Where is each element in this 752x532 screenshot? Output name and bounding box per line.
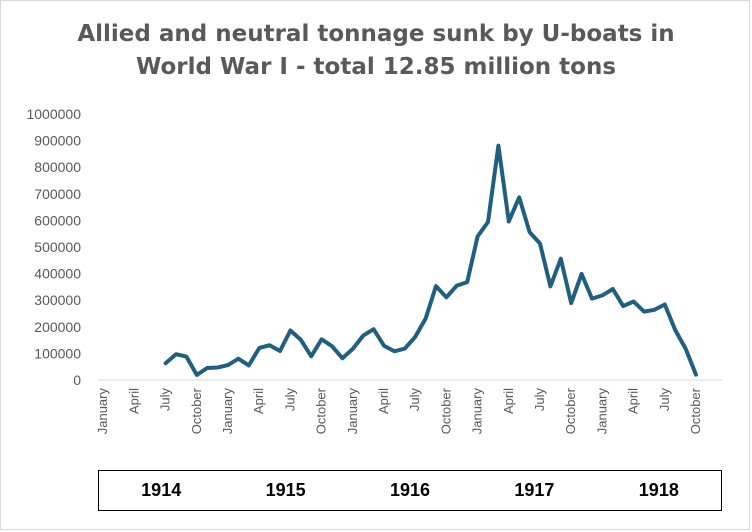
year-label: 1914 [141, 480, 182, 500]
x-tick-label: July [282, 388, 297, 412]
x-tick-label: October [688, 387, 703, 434]
y-tick-label: 100000 [34, 345, 81, 361]
year-label: 1917 [514, 480, 555, 500]
x-tick-label: April [376, 388, 391, 414]
y-tick-label: 500000 [34, 239, 81, 255]
y-tick-label: 0 [73, 372, 81, 388]
x-tick-label: July [407, 388, 422, 412]
y-tick-label: 900000 [34, 133, 81, 149]
x-tick-label: January [95, 388, 110, 435]
chart-title-line-2: World War I - total 12.85 million tons [135, 54, 617, 80]
x-tick-label: October [563, 387, 578, 434]
y-tick-label: 600000 [34, 212, 81, 228]
x-tick-label: October [438, 387, 453, 434]
series-line [163, 143, 698, 377]
x-tick-label: April [626, 388, 641, 414]
x-tick-label: April [126, 388, 141, 414]
x-tick-label: July [158, 388, 173, 412]
year-label: 1916 [389, 480, 431, 500]
y-tick-label: 200000 [34, 319, 81, 335]
x-tick-label: July [532, 388, 547, 412]
x-tick-label: July [657, 388, 672, 412]
chart-title-line-1: Allied and neutral tonnage sunk by U-boa… [77, 21, 675, 47]
x-tick-label: April [251, 388, 266, 414]
y-tick-label: 1000000 [26, 106, 81, 122]
year-label: 1915 [265, 480, 306, 500]
x-tick-label: January [220, 388, 235, 435]
y-tick-label: 400000 [34, 266, 81, 282]
x-tick-label: April [501, 388, 516, 414]
chart-title: Allied and neutral tonnage sunk by U-boa… [0, 18, 752, 84]
x-tick-label: October [314, 387, 329, 434]
y-tick-label: 800000 [34, 159, 81, 175]
x-tick-label: January [345, 388, 360, 435]
x-tick-label: January [594, 388, 609, 435]
y-tick-label: 700000 [34, 186, 81, 202]
x-tick-label: October [189, 387, 204, 434]
year-label: 1918 [638, 480, 679, 500]
y-tick-label: 300000 [34, 292, 81, 308]
year-labels-box: 1914 1915 1916 1917 1918 [98, 470, 722, 511]
x-tick-label: January [470, 388, 485, 435]
